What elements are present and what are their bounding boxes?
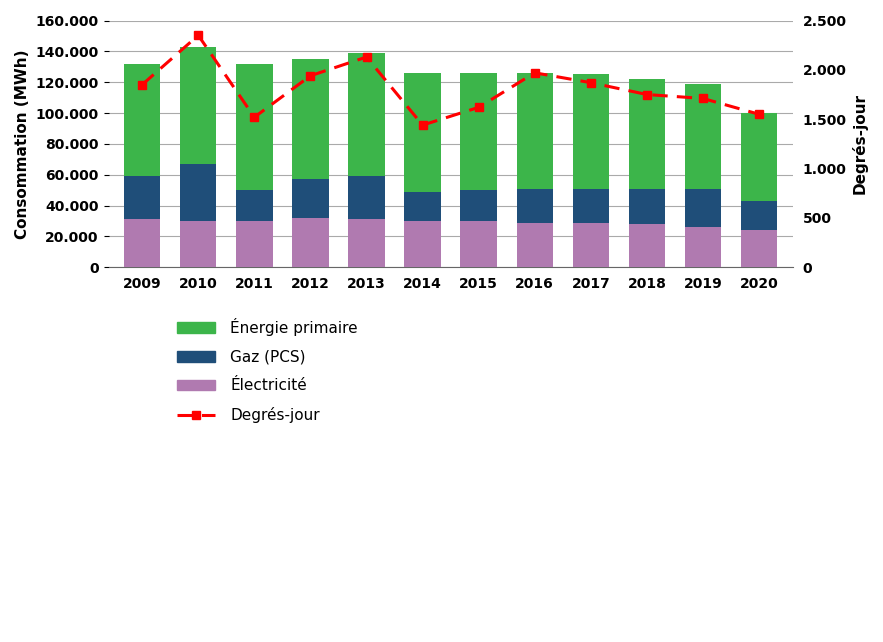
Bar	[517, 189, 553, 267]
Bar	[292, 59, 328, 267]
Bar	[348, 53, 385, 267]
Bar	[404, 73, 441, 267]
Bar	[404, 192, 441, 267]
Bar	[684, 189, 721, 267]
Bar	[348, 220, 385, 267]
Bar	[741, 201, 777, 267]
Bar	[572, 223, 609, 267]
Bar	[124, 220, 161, 267]
Bar	[124, 64, 161, 267]
Bar	[517, 73, 553, 267]
Y-axis label: Degrés-jour: Degrés-jour	[852, 93, 868, 195]
Bar	[236, 221, 273, 267]
Bar	[684, 227, 721, 267]
Legend: Énergie primaire, Gaz (PCS), Électricité, Degrés-jour: Énergie primaire, Gaz (PCS), Électricité…	[171, 312, 364, 429]
Bar	[517, 223, 553, 267]
Bar	[180, 221, 216, 267]
Bar	[348, 177, 385, 267]
Bar	[180, 164, 216, 267]
Bar	[629, 79, 665, 267]
Bar	[741, 230, 777, 267]
Bar	[572, 189, 609, 267]
Bar	[460, 73, 497, 267]
Bar	[460, 221, 497, 267]
Bar	[684, 83, 721, 267]
Bar	[629, 189, 665, 267]
Bar	[629, 224, 665, 267]
Bar	[236, 190, 273, 267]
Bar	[236, 64, 273, 267]
Bar	[292, 218, 328, 267]
Y-axis label: Consommation (MWh): Consommation (MWh)	[15, 49, 30, 239]
Bar	[180, 47, 216, 267]
Bar	[404, 221, 441, 267]
Bar	[292, 179, 328, 267]
Bar	[124, 177, 161, 267]
Bar	[741, 113, 777, 267]
Bar	[572, 74, 609, 267]
Bar	[460, 190, 497, 267]
